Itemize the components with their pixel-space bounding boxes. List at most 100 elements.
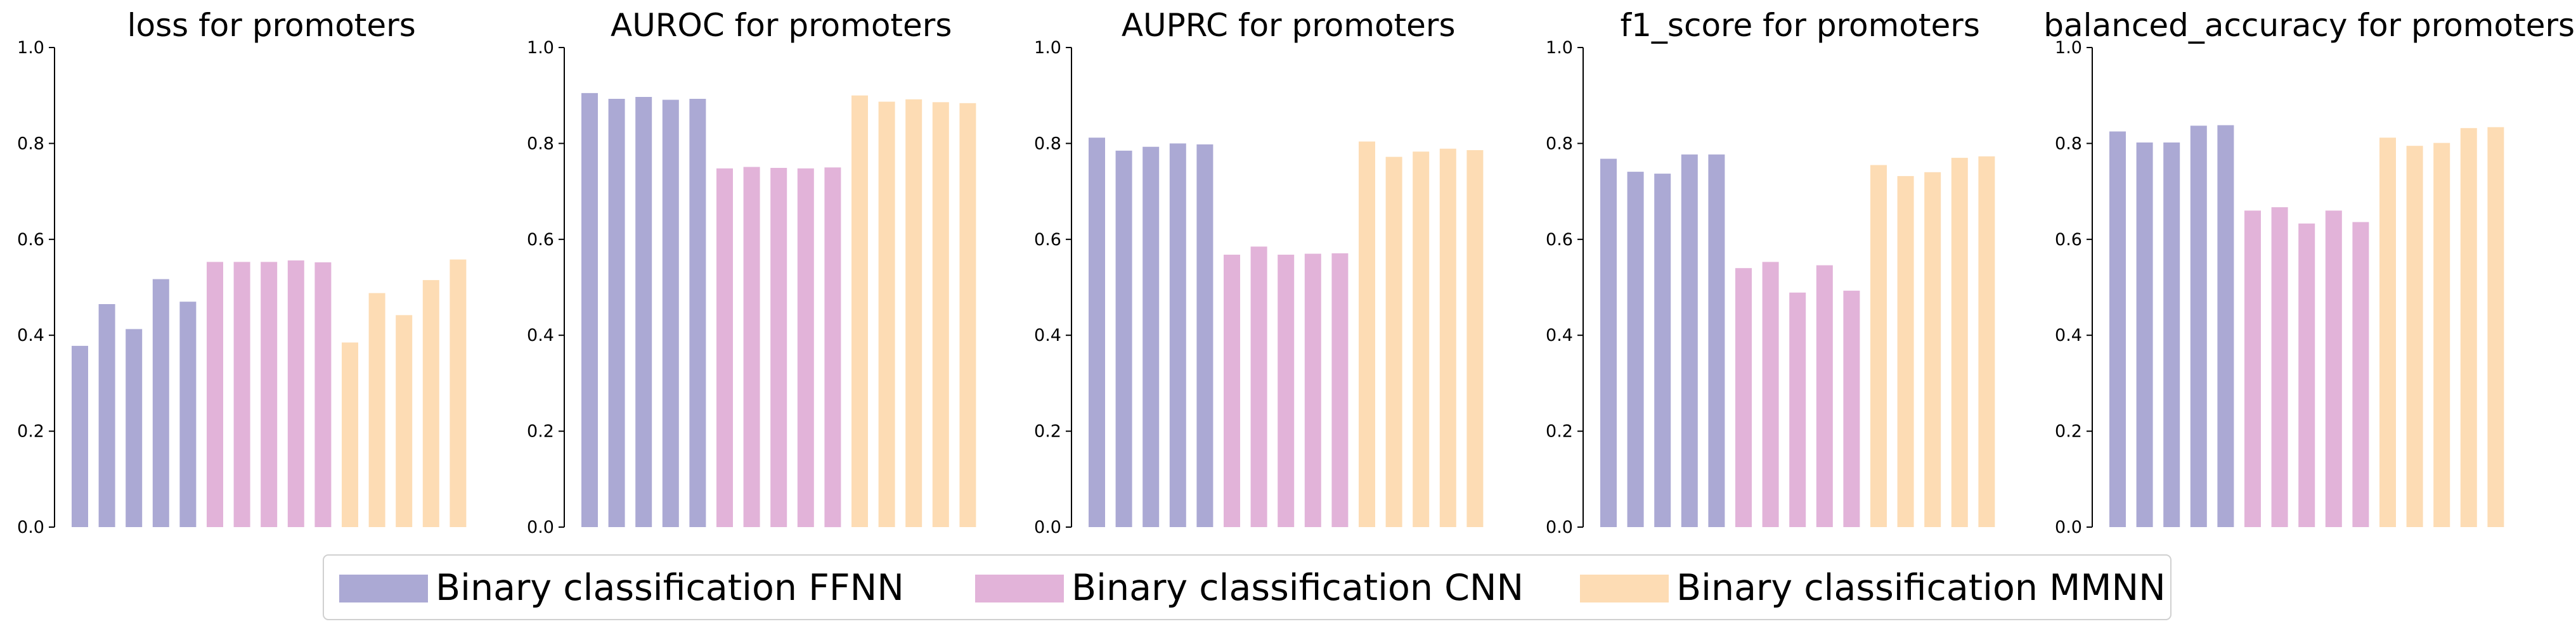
y-tick-label: 0.0 xyxy=(2055,518,2082,537)
bar-cnn xyxy=(770,168,787,527)
bar-cnn xyxy=(1762,262,1779,527)
bar-cnn xyxy=(1224,255,1240,527)
bar-cnn xyxy=(2352,222,2369,527)
legend-swatch xyxy=(339,575,428,602)
bar-cnn xyxy=(2298,223,2315,527)
bar-ffnn xyxy=(608,99,625,527)
bar-cnn xyxy=(1250,246,1267,527)
bar-mmnn xyxy=(450,259,467,527)
bar-ffnn xyxy=(2136,142,2153,527)
y-tick-label: 0.0 xyxy=(1034,518,1061,537)
bar-ffnn xyxy=(2109,131,2126,527)
bar-ffnn xyxy=(1654,174,1671,528)
bar-ffnn xyxy=(1708,154,1725,528)
y-tick-label: 1.0 xyxy=(527,38,554,58)
bar-ffnn xyxy=(2190,125,2207,527)
bar-ffnn xyxy=(689,99,706,527)
y-tick-label: 0.2 xyxy=(2055,422,2082,442)
bar-ffnn xyxy=(72,345,88,527)
y-tick-label: 0.4 xyxy=(527,326,554,345)
legend-entry: Binary classification FFNN xyxy=(339,567,904,609)
bar-ffnn xyxy=(98,304,115,527)
bar-cnn xyxy=(743,167,760,527)
panel-title: f1_score for promoters xyxy=(1621,7,1980,44)
bar-ffnn xyxy=(1681,154,1698,528)
bar-ffnn xyxy=(1600,158,1617,528)
y-tick-label: 0.6 xyxy=(2055,230,2082,250)
y-tick-label: 0.0 xyxy=(1546,518,1573,537)
chart-legend: Binary classification FFNN Binary classif… xyxy=(323,554,2171,620)
bar-mmnn xyxy=(2433,143,2450,528)
bar-mmnn xyxy=(932,102,949,528)
bar-cnn xyxy=(1843,290,1860,527)
bar-cnn xyxy=(1331,253,1349,527)
bar-ffnn xyxy=(1142,146,1160,527)
y-tick-label: 0.2 xyxy=(17,422,44,442)
legend-entry: Binary classification CNN xyxy=(975,567,1524,609)
bar-ffnn xyxy=(126,329,143,527)
y-tick-label: 0.8 xyxy=(17,134,44,153)
bar-mmnn xyxy=(1359,141,1375,527)
y-tick-label: 0.2 xyxy=(1546,422,1573,442)
y-tick-label: 0.4 xyxy=(17,326,44,345)
panel-2: AUROC for promoters 0.0 0.2 0.4 0.6 0.8 1.0 xyxy=(527,7,976,537)
bar-cnn xyxy=(207,262,223,527)
bar-ffnn xyxy=(662,99,679,527)
bar-mmnn xyxy=(342,342,358,527)
y-tick-label: 0.6 xyxy=(1034,230,1061,250)
bar-mmnn xyxy=(1439,148,1456,527)
bar-mmnn xyxy=(2379,137,2396,528)
y-tick-label: 0.4 xyxy=(1546,326,1573,345)
bar-ffnn xyxy=(1196,144,1214,527)
bar-cnn xyxy=(1278,255,1295,527)
y-tick-label: 0.8 xyxy=(2055,134,2082,153)
bar-cnn xyxy=(797,168,814,527)
y-tick-label: 1.0 xyxy=(17,38,44,58)
panel-3: AUPRC for promoters 0.0 0.2 0.4 0.6 0.8 1.0 xyxy=(1034,7,1484,537)
panel-title: AUROC for promoters xyxy=(611,7,952,44)
panel-1: loss for promoters 0.0 0.2 0.4 0.6 0.8 1.0 xyxy=(17,7,467,537)
bar-cnn xyxy=(1789,292,1806,527)
y-tick-label: 0.2 xyxy=(527,422,554,442)
y-tick-label: 1.0 xyxy=(1034,38,1061,58)
legend-swatch xyxy=(1580,575,1669,602)
bar-cnn xyxy=(1735,268,1752,527)
bar-mmnn xyxy=(368,293,385,527)
y-tick-label: 0.6 xyxy=(17,230,44,250)
bar-cnn xyxy=(287,260,304,527)
y-tick-label: 0.4 xyxy=(1034,326,1061,345)
bar-mmnn xyxy=(1385,156,1402,528)
bar-ffnn xyxy=(179,302,197,527)
panel-title: loss for promoters xyxy=(127,7,416,44)
bar-mmnn xyxy=(396,315,413,527)
y-tick-label: 0.8 xyxy=(1546,134,1573,153)
y-tick-label: 0.4 xyxy=(2055,326,2082,345)
bar-cnn xyxy=(824,167,841,528)
bar-mmnn xyxy=(851,95,868,527)
bar-mmnn xyxy=(1924,172,1941,527)
bar-cnn xyxy=(2325,210,2342,527)
bar-ffnn xyxy=(152,279,169,527)
bar-ffnn xyxy=(581,92,598,527)
bar-ffnn xyxy=(2217,125,2234,528)
bar-mmnn xyxy=(422,280,439,527)
bar-mmnn xyxy=(1978,156,1995,528)
y-tick-label: 1.0 xyxy=(2055,38,2082,58)
legend-entry: Binary classification MMNN xyxy=(1580,567,2166,609)
panel-title: AUPRC for promoters xyxy=(1122,7,1456,44)
bar-mmnn xyxy=(2487,127,2504,527)
chart-panels: loss for promoters 0.0 0.2 0.4 0.6 0.8 1.0 AURO… xyxy=(17,7,2575,537)
panel-title: balanced_accuracy for promoters xyxy=(2043,7,2575,44)
legend-label: Binary classification FFNN xyxy=(436,567,904,609)
bar-mmnn xyxy=(959,103,976,528)
panel-5: balanced_accuracy for promoters 0.0 0.2 0.4… xyxy=(2043,7,2575,537)
legend-box xyxy=(323,554,2171,620)
bar-cnn xyxy=(261,262,278,527)
bar-ffnn xyxy=(635,97,652,527)
y-tick-label: 0.0 xyxy=(527,518,554,537)
panel-4: f1_score for promoters 0.0 0.2 0.4 0.6 0.8 1.0 xyxy=(1546,7,1995,537)
bar-mmnn xyxy=(905,99,922,528)
bar-mmnn xyxy=(1466,150,1484,527)
y-tick-label: 0.2 xyxy=(1034,422,1061,442)
bar-ffnn xyxy=(1089,137,1105,528)
